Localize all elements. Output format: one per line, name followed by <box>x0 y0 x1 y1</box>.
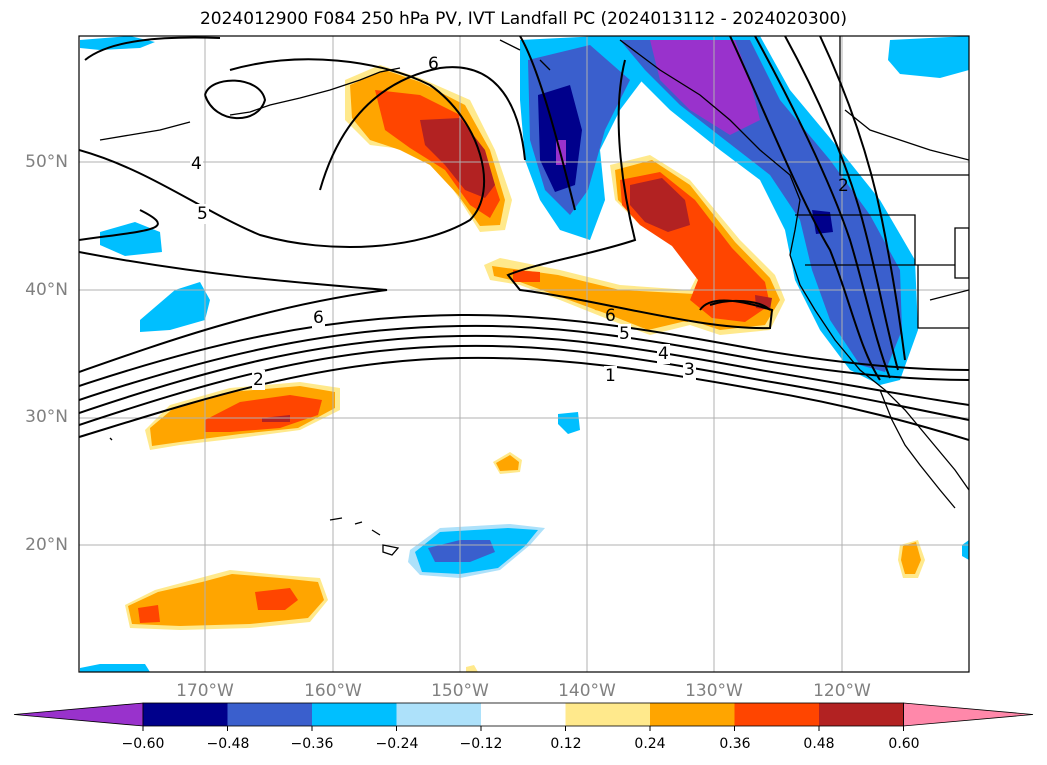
colorbar-segment <box>396 703 481 726</box>
colorbar-segment <box>481 703 566 726</box>
colorbar <box>13 702 1034 731</box>
colorbar-frame <box>142 702 904 727</box>
colorbar-segment <box>819 703 904 726</box>
contour-label: 3 <box>683 360 696 380</box>
colorbar-tick: 0.12 <box>550 736 582 752</box>
lat-label: 40°N <box>25 280 68 300</box>
contour-label: 6 <box>605 306 616 326</box>
contour-label: 4 <box>657 344 670 364</box>
colorbar-segment <box>143 703 228 726</box>
map-title: 2024012900 F084 250 hPa PV, IVT Landfall… <box>199 9 847 29</box>
lat-label: 30°N <box>25 407 68 427</box>
colorbar-tick: −0.48 <box>206 736 250 752</box>
colorbar-segment <box>312 703 397 726</box>
lon-label: 170°W <box>176 681 234 701</box>
coastlines <box>99 36 969 556</box>
map-frame <box>78 35 970 673</box>
contour-label: 5 <box>196 204 209 224</box>
contour-label: 6 <box>428 54 439 74</box>
lon-label: 130°W <box>685 681 743 701</box>
colorbar-segment <box>565 703 650 726</box>
lat-label: 50°N <box>25 152 68 172</box>
colorbar-segment <box>227 703 312 726</box>
contour-label: 1 <box>604 366 617 386</box>
contour-label: 2 <box>252 370 265 390</box>
colorbar-segment <box>734 703 819 726</box>
contour-label: 5 <box>618 324 631 344</box>
contour-label: 2 <box>838 176 849 196</box>
contour-label: 4 <box>190 154 203 174</box>
contour-label: 6 <box>312 308 325 328</box>
colorbar-tick: 0.24 <box>634 736 666 752</box>
colorbar-tick: −0.36 <box>290 736 334 752</box>
contour-lines <box>79 36 969 441</box>
colorbar-tick: −0.24 <box>375 736 419 752</box>
graticule <box>79 36 969 672</box>
map-area <box>79 36 969 672</box>
lon-label: 150°W <box>431 681 489 701</box>
lon-label: 160°W <box>304 681 362 701</box>
colorbar-segment <box>650 703 735 726</box>
lon-label: 140°W <box>558 681 616 701</box>
colorbar-tick: 0.36 <box>719 736 751 752</box>
colorbar-tick: −0.60 <box>121 736 165 752</box>
lon-label: 120°W <box>813 681 871 701</box>
pv-filled-fields <box>80 36 969 672</box>
colorbar-extend-max <box>903 702 1034 727</box>
lat-label: 20°N <box>25 535 68 555</box>
colorbar-tick: 0.60 <box>888 736 920 752</box>
colorbar-tick: 0.48 <box>803 736 835 752</box>
colorbar-extend-min <box>13 702 144 727</box>
colorbar-tick: −0.12 <box>459 736 503 752</box>
